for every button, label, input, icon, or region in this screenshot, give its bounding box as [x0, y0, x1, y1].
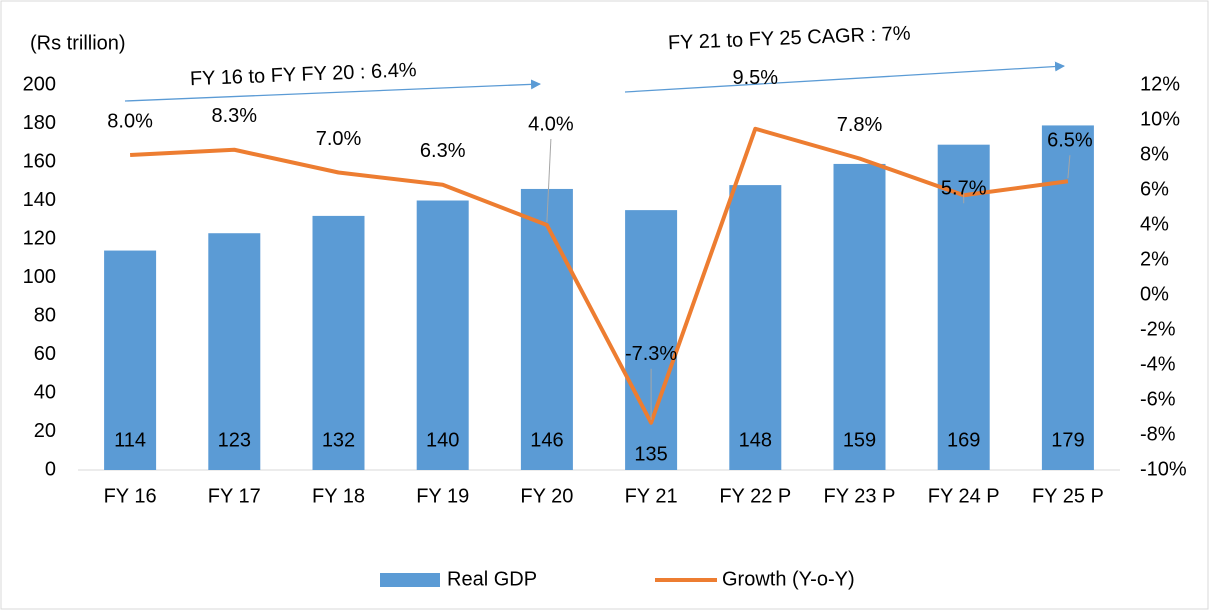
bar-label: 135: [634, 443, 667, 465]
y-tick-label: 180: [23, 112, 56, 134]
x-tick-label: FY 24 P: [928, 485, 1000, 507]
x-tick-label: FY 17: [208, 485, 261, 507]
y2-tick-label: -2%: [1140, 318, 1176, 340]
bar-label: 123: [218, 429, 251, 451]
y-tick-label: 20: [34, 420, 56, 442]
bar: [625, 210, 678, 470]
legend-label: Real GDP: [447, 568, 537, 590]
x-tick-label: FY 25 P: [1032, 485, 1104, 507]
bar-label: 169: [947, 429, 980, 451]
y2-tick-label: 8%: [1140, 143, 1169, 165]
line: [129, 126, 1069, 425]
y2-tick-label: -10%: [1140, 458, 1187, 480]
bar-label: 132: [322, 429, 355, 451]
bar: [104, 250, 157, 470]
bar-label: 114: [114, 429, 146, 451]
line-label: 9.5%: [733, 67, 779, 89]
legend-label: Growth (Y-o-Y): [722, 568, 855, 590]
y2-tick-label: 6%: [1140, 178, 1169, 200]
annotation: FY 16 to FY FY 20 : 6.4%: [190, 59, 418, 90]
y-tick-label: 0: [45, 458, 56, 480]
line-label: 4.0%: [528, 113, 574, 135]
leader-line: [1067, 155, 1071, 179]
bar: [208, 233, 261, 470]
bar: [312, 215, 365, 470]
bar-label: 148: [739, 429, 772, 451]
line-label: 8.3%: [212, 105, 258, 127]
y2-tick-label: 12%: [1140, 73, 1180, 95]
y2-tick-label: 4%: [1140, 213, 1169, 235]
axis-title: (Rs trillion): [30, 32, 126, 54]
y2-tick-label: 0%: [1140, 283, 1169, 305]
annotation-arrow: [124, 79, 541, 102]
line-label: 7.8%: [837, 114, 883, 136]
y-tick-label: 200: [23, 73, 56, 95]
bar: [729, 185, 782, 470]
y2-tick-label: 10%: [1140, 108, 1180, 130]
bar-label: 179: [1051, 429, 1084, 451]
y2-tick-label: -6%: [1140, 388, 1176, 410]
line-label: 8.0%: [107, 110, 153, 132]
bar: [520, 188, 573, 470]
y-tick-label: 100: [23, 266, 56, 288]
line-label: -7.3%: [625, 343, 677, 365]
y-tick-label: 160: [23, 150, 56, 172]
line-label: 5.7%: [941, 178, 987, 200]
annotation: FY 21 to FY 25 CAGR : 7%: [668, 23, 912, 55]
y-tick-label: 40: [34, 381, 56, 403]
x-tick-label: FY 16: [104, 485, 157, 507]
y-tick-label: 140: [23, 189, 56, 211]
x-tick-label: FY 23 P: [824, 485, 896, 507]
x-tick-label: FY 20: [520, 485, 573, 507]
x-tick-label: FY 21: [625, 485, 678, 507]
bar: [416, 200, 469, 470]
line-label: 6.5%: [1047, 130, 1093, 152]
x-tick-label: FY 18: [312, 485, 365, 507]
y2-tick-label: 2%: [1140, 248, 1169, 270]
line-label: 6.3%: [420, 140, 466, 162]
bar-label: 159: [843, 429, 876, 451]
bar-label: 140: [426, 429, 459, 451]
leader-line: [546, 138, 552, 223]
y2-tick-label: -8%: [1140, 423, 1176, 445]
y2-tick-label: -4%: [1140, 353, 1176, 375]
x-tick-label: FY 19: [416, 485, 469, 507]
y-tick-label: 80: [34, 304, 56, 326]
x-tick-label: FY 22 P: [719, 485, 791, 507]
line-label: 7.0%: [316, 128, 362, 150]
bar: [833, 163, 886, 471]
legend-swatch: [380, 573, 440, 587]
y-tick-label: 120: [23, 227, 56, 249]
y-tick-label: 60: [34, 343, 56, 365]
annotation-arrow: [624, 61, 1065, 93]
bar-label: 146: [530, 429, 563, 451]
